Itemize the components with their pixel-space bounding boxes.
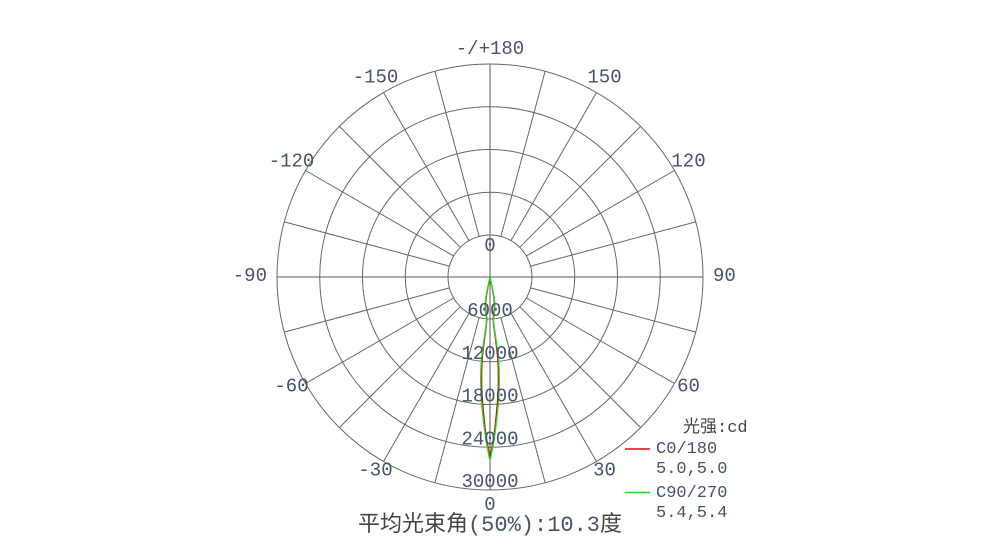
svg-text:24000: 24000 [461, 428, 518, 450]
svg-text:12000: 12000 [461, 343, 518, 365]
svg-text:6000: 6000 [467, 300, 513, 322]
svg-text:-/+180: -/+180 [456, 38, 524, 60]
svg-text:120: 120 [671, 151, 705, 173]
svg-text:-90: -90 [233, 265, 267, 287]
svg-text:平均光束角(50%):10.3度: 平均光束角(50%):10.3度 [358, 511, 622, 538]
svg-text:C90/270: C90/270 [656, 484, 727, 503]
svg-text:5.0,5.0: 5.0,5.0 [656, 460, 727, 479]
svg-text:18000: 18000 [461, 386, 518, 408]
svg-text:60: 60 [677, 376, 700, 398]
svg-text:-60: -60 [274, 376, 308, 398]
svg-text:30000: 30000 [461, 471, 518, 493]
svg-text:光强:cd: 光强:cd [683, 417, 748, 438]
svg-text:-30: -30 [358, 460, 392, 482]
svg-text:-150: -150 [353, 67, 399, 89]
svg-text:150: 150 [587, 67, 621, 89]
svg-text:-120: -120 [269, 151, 315, 173]
svg-text:0: 0 [484, 235, 495, 257]
svg-text:C0/180: C0/180 [656, 440, 717, 459]
svg-text:5.4,5.4: 5.4,5.4 [656, 504, 727, 523]
svg-text:30: 30 [593, 460, 616, 482]
svg-text:90: 90 [713, 265, 736, 287]
